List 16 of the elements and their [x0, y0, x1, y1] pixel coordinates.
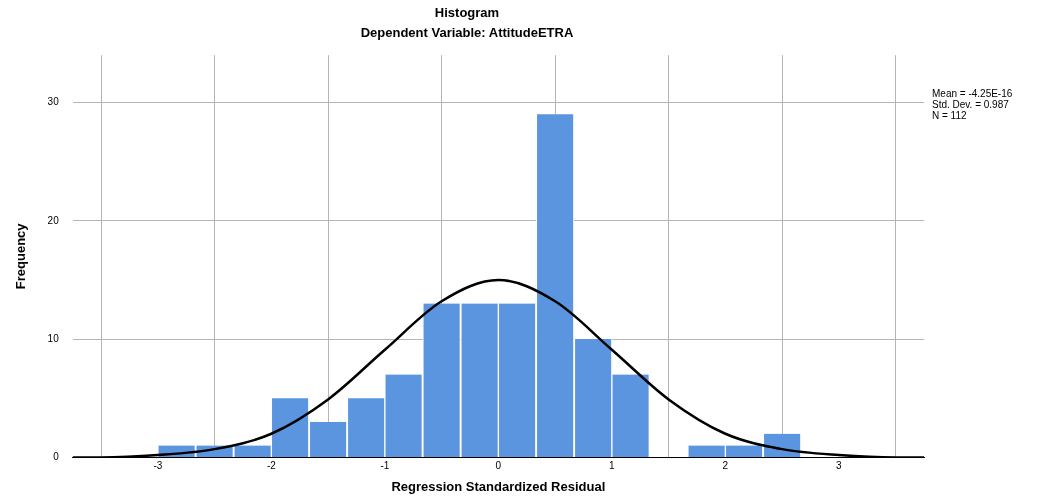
x-tick-label: 3: [836, 460, 843, 472]
y-tick-label: 0: [53, 451, 60, 463]
x-tick-label: 1: [609, 460, 616, 472]
y-axis-title: Frequency: [13, 222, 29, 290]
text: Mean = -4.25E-16 Std. Dev. = 0.987 N = 112: [932, 88, 1013, 121]
chart-title: Histogram: [434, 5, 500, 21]
y-tick-label: 30: [47, 96, 60, 108]
y-tick-label: 20: [47, 214, 60, 226]
x-tick-label: 2: [722, 460, 729, 472]
x-tick-label: -2: [266, 460, 277, 472]
x-tick-label: -1: [380, 460, 390, 472]
chart-subtitle: Dependent Variable: AttitudeETRA: [360, 24, 574, 40]
x-tick-label: -3: [153, 460, 163, 472]
y-tick-label: 10: [47, 332, 60, 344]
x-axis-title: Regression Standardized Residual: [391, 478, 606, 494]
x-tick-label: 0: [495, 460, 502, 472]
